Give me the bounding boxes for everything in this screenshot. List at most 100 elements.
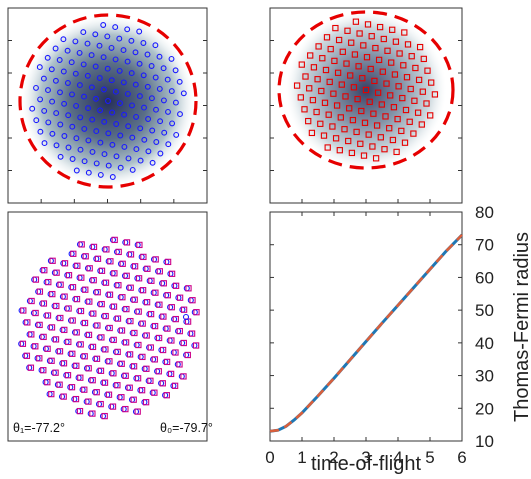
- lattice-circle-marker: [30, 309, 37, 317]
- lattice-circle-marker: [96, 367, 103, 374]
- lattice-square-marker: [151, 322, 159, 330]
- vortex-marker: [73, 102, 80, 109]
- vortex-marker: [157, 118, 164, 125]
- vortex-marker: [318, 87, 325, 95]
- lattice-square-marker: [94, 255, 102, 262]
- vortex-marker: [327, 45, 334, 53]
- lattice-square-marker: [48, 324, 56, 331]
- lattice-square-marker: [180, 306, 188, 313]
- lattice-square-marker: [122, 372, 129, 379]
- vortex-marker: [157, 150, 164, 157]
- cloud-density-right: [286, 11, 446, 169]
- lattice-square-marker: [73, 295, 81, 303]
- vortex-marker: [84, 72, 91, 79]
- lattice-square-marker: [135, 275, 143, 282]
- vortex-marker: [85, 169, 92, 176]
- vortex-marker: [424, 67, 431, 74]
- lattice-square-marker: [32, 309, 39, 317]
- vortex-marker: [140, 40, 147, 46]
- lattice-circle-marker: [35, 288, 42, 295]
- lattice-square-marker: [65, 305, 72, 312]
- lattice-circle-marker: [162, 358, 169, 365]
- lattice-circle-marker: [175, 294, 182, 301]
- vortex-marker: [308, 129, 316, 137]
- vortex-marker: [120, 79, 127, 86]
- vortex-marker: [374, 89, 382, 96]
- vortex-marker: [121, 111, 128, 118]
- vortex-marker: [109, 109, 116, 116]
- lattice-circle-marker: [166, 370, 173, 377]
- lattice-square-marker: [61, 326, 68, 334]
- vortex-marker: [161, 129, 168, 136]
- lattice-square-marker: [106, 358, 113, 365]
- lattice-square-marker: [159, 346, 167, 354]
- vortex-marker: [403, 74, 411, 81]
- lattice-square-marker: [171, 382, 179, 389]
- chart-series: [269, 233, 464, 433]
- lattice-square-marker: [27, 364, 35, 371]
- vortex-marker: [297, 94, 304, 101]
- vortex-marker: [52, 77, 59, 84]
- lattice-circle-marker: [55, 348, 62, 355]
- vortex-marker: [85, 137, 92, 144]
- lattice-circle-marker: [51, 302, 58, 310]
- y-tick-label: 80: [475, 203, 494, 222]
- lattice-square-marker: [85, 365, 92, 372]
- lattice-square-marker: [65, 272, 73, 279]
- lattice-circle-marker: [87, 377, 95, 384]
- lattice-circle-marker: [137, 320, 145, 327]
- vortex-marker: [152, 74, 159, 81]
- lattice-square-marker: [164, 325, 171, 332]
- lattice-square-marker: [76, 407, 84, 415]
- vortex-marker: [65, 144, 72, 151]
- vortex-marker: [108, 77, 115, 84]
- lattice-circle-marker: [158, 380, 165, 387]
- lattice-circle-marker: [166, 337, 173, 344]
- vortex-marker: [53, 110, 60, 117]
- panel-bottom-left: θ₁=-77.2° θ₀=-79.7°: [7, 211, 213, 442]
- lattice-circle-marker: [129, 329, 136, 337]
- vortex-marker: [57, 121, 64, 128]
- lattice-square-marker: [156, 268, 163, 275]
- vortex-marker: [45, 119, 52, 126]
- lattice-square-marker: [151, 356, 158, 363]
- vortex-marker: [420, 55, 427, 63]
- lattice-square-marker: [81, 319, 89, 327]
- lattice-square-marker: [36, 355, 43, 362]
- lattice-square-marker: [164, 258, 172, 266]
- lattice-square-marker: [57, 281, 64, 288]
- vortex-marker: [76, 49, 83, 56]
- lattice-square-marker: [68, 384, 76, 391]
- vortex-marker: [306, 85, 313, 92]
- vortex-marker: [117, 164, 124, 171]
- lattice-square-marker: [155, 334, 163, 342]
- lattice-square-marker: [65, 338, 72, 346]
- vortex-marker: [64, 80, 71, 86]
- lattice-square-marker: [60, 360, 68, 367]
- vortex-marker: [33, 84, 39, 91]
- lattice-circle-marker: [117, 294, 124, 301]
- lattice-circle-marker: [83, 398, 90, 405]
- lattice-circle-marker: [55, 281, 62, 288]
- lattice-circle-marker: [183, 351, 190, 359]
- lattice-square-marker: [45, 278, 52, 286]
- vortex-marker: [132, 49, 139, 56]
- lattice-circle-marker: [146, 311, 153, 318]
- lattice-circle-marker: [142, 299, 149, 306]
- vortex-marker: [399, 94, 406, 102]
- vortex-marker: [93, 95, 99, 102]
- lattice-square-marker: [53, 269, 60, 276]
- lattice-square-marker: [118, 394, 125, 401]
- lattice-circle-marker: [84, 331, 91, 338]
- lattice-circle-marker: [43, 279, 50, 286]
- lattice-circle-marker: [72, 262, 79, 269]
- vortex-marker: [370, 110, 377, 117]
- lattice-circle-marker: [76, 307, 83, 315]
- lattice-square-marker: [97, 367, 105, 374]
- lattice-square-marker: [78, 241, 85, 248]
- vortex-marker: [364, 21, 372, 28]
- lattice-circle-marker: [91, 389, 99, 396]
- lattice-square-marker: [72, 395, 80, 403]
- lattice-circle-marker: [138, 287, 145, 294]
